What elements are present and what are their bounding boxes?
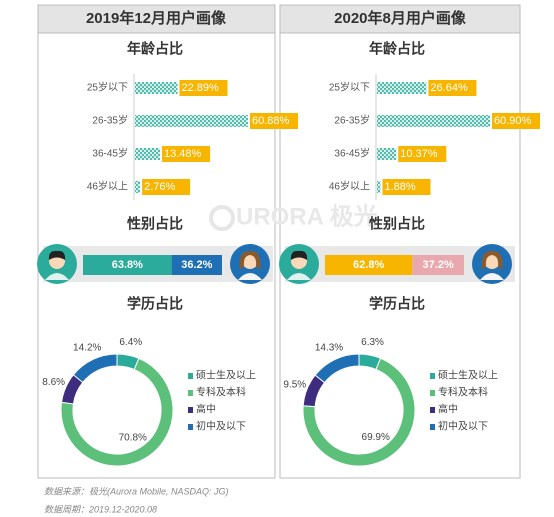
legend-label: 高中 [196, 403, 216, 416]
chart-title: 性别占比 [127, 216, 183, 232]
value-label: 1.88% [384, 181, 415, 193]
bar-segment [83, 255, 172, 275]
value-label: 2.76% [144, 181, 175, 193]
slice-label: 9.5% [283, 379, 306, 390]
avatar-body [287, 273, 311, 280]
bar-segment [412, 255, 464, 275]
value-label-box [162, 146, 211, 162]
chart-title: 学历占比 [369, 296, 425, 312]
value-label-box [492, 113, 540, 129]
donut-slice [72, 353, 118, 384]
segment-label: 37.2% [423, 259, 454, 271]
slice-label: 70.8% [119, 432, 147, 443]
donut-slice [302, 357, 416, 467]
panel-header [37, 4, 276, 34]
slice-label: 14.2% [73, 342, 101, 353]
bar [377, 148, 397, 160]
legend-label: 专科及本科 [438, 386, 488, 399]
slice-label: 14.3% [315, 342, 343, 353]
avatar-hair [239, 250, 261, 270]
value-label: 22.89% [181, 82, 219, 94]
bar [377, 82, 427, 94]
chart-title: 学历占比 [127, 296, 183, 312]
category-label: 25岁以下 [329, 81, 370, 94]
legend-label: 硕士生及以上 [196, 369, 256, 382]
chart-title: 性别占比 [369, 216, 425, 232]
value-label-box [398, 146, 447, 162]
value-label: 13.48% [164, 148, 202, 160]
value-label: 60.88% [252, 115, 290, 127]
value-label-box [142, 179, 191, 195]
value-label-box [179, 80, 228, 96]
value-label-box [382, 179, 431, 195]
avatar-hair [481, 250, 503, 270]
category-label: 36-45岁 [92, 147, 128, 160]
chart-title: 年龄占比 [127, 41, 183, 57]
legend-swatch [430, 373, 435, 379]
bar [135, 181, 141, 193]
slice-label: 6.4% [119, 337, 142, 348]
panel-title: 2020年8月用户画像 [334, 9, 467, 27]
bar [135, 148, 161, 160]
slice-label: 8.6% [42, 377, 65, 388]
category-label: 46岁以上 [329, 180, 370, 193]
footnote: 数据来源：极光(Aurora Mobile, NASDAQ: JG) [44, 486, 229, 496]
watermark: URORA 极光 [236, 203, 378, 230]
category-label: 25岁以下 [87, 81, 128, 94]
legend-label: 硕士生及以上 [438, 369, 498, 382]
legend-swatch [188, 424, 193, 430]
legend-swatch [430, 390, 435, 396]
bar-segment [171, 255, 222, 275]
segment-label: 63.8% [112, 259, 143, 271]
category-label: 26-35岁 [334, 114, 370, 127]
legend-label: 专科及本科 [196, 386, 246, 399]
category-label: 36-45岁 [334, 147, 370, 160]
bar [135, 115, 248, 127]
value-label-box [250, 113, 298, 129]
footnote: 数据周期：2019.12-2020.08 [44, 504, 157, 514]
slice-label: 6.3% [361, 337, 384, 348]
legend-swatch [188, 373, 193, 379]
avatar-face [484, 253, 500, 269]
value-label-box [428, 80, 477, 96]
legend-swatch [188, 407, 193, 413]
legend-swatch [430, 424, 435, 430]
legend-label: 高中 [438, 403, 458, 416]
value-label: 10.37% [400, 148, 438, 160]
avatar-face [242, 253, 258, 269]
legend-swatch [430, 407, 435, 413]
category-label: 26-35岁 [92, 114, 128, 127]
bar [377, 115, 490, 127]
value-label: 26.64% [430, 82, 468, 94]
legend-label: 初中及以下 [196, 420, 246, 433]
slice-label: 69.9% [362, 432, 390, 443]
segment-label: 36.2% [181, 259, 212, 271]
panel-header [279, 4, 521, 34]
bar-segment [325, 255, 413, 275]
legend-swatch [188, 390, 193, 396]
avatar-hair [48, 250, 66, 260]
value-label: 60.90% [494, 115, 532, 127]
donut-slice [314, 353, 360, 384]
bar [135, 82, 178, 94]
chart-title: 年龄占比 [369, 41, 425, 57]
avatar-body [238, 273, 262, 280]
panel-frame [279, 4, 521, 479]
panel-title: 2019年12月用户画像 [86, 9, 227, 27]
category-label: 46岁以上 [87, 180, 128, 193]
watermark-logo [209, 205, 235, 231]
segment-label: 62.8% [353, 259, 384, 271]
legend-label: 初中及以下 [438, 420, 488, 433]
avatar-hair [290, 250, 308, 260]
avatar-body [45, 273, 69, 280]
avatar-body [480, 273, 504, 280]
bar [377, 181, 381, 193]
